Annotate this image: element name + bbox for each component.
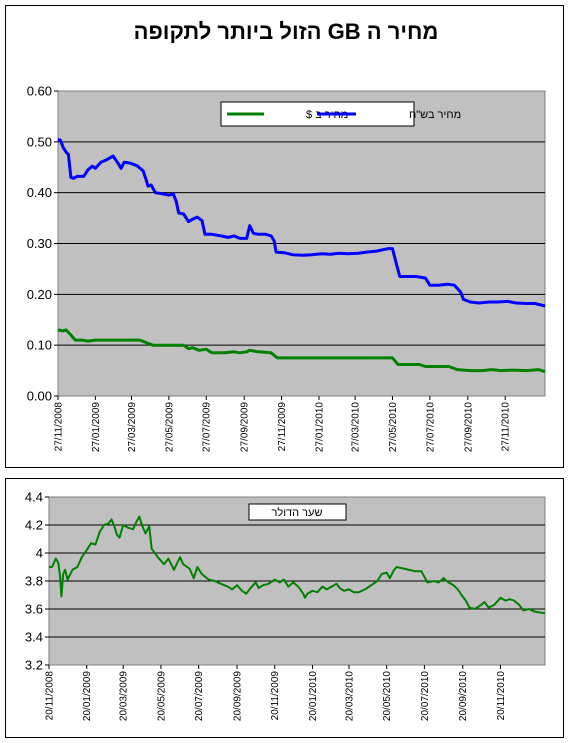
x-tick-label: 20/11/2010	[496, 671, 507, 721]
legend-label-nis: מחיר בש"ח	[409, 109, 461, 121]
x-axis-ticks: 27/11/2008 27/01/2009 27/03/2009 27/05/2009…	[54, 396, 512, 452]
series-lines	[57, 137, 546, 374]
x-tick-label: 27/05/2009	[164, 402, 175, 452]
price-chart-panel: מחיר ה GB הזול ביותר לתקופה 0.00 0.10 0.20…	[5, 5, 564, 468]
y-tick-label: 3.2	[25, 658, 43, 673]
y-tick-label: 0.20	[27, 287, 52, 302]
y-tick-label: 0.60	[27, 84, 52, 99]
legend-box	[248, 503, 347, 521]
x-tick-label: 20/09/2009	[233, 671, 244, 721]
series-lines	[49, 515, 546, 615]
x-tick-label: 27/11/2009	[277, 402, 288, 452]
price-chart: מחיר ה GB הזול ביותר לתקופה 0.00 0.10 0.20…	[27, 19, 546, 452]
x-tick-label: 20/11/2009	[270, 671, 281, 721]
y-tick-label: 0.40	[27, 185, 52, 200]
x-tick-label: 27/11/2010	[501, 402, 512, 452]
y-tick-label: 0.00	[27, 389, 52, 404]
x-tick-label: 20/03/2009	[119, 671, 130, 721]
y-axis-ticks: 3.2 3.4 3.6 3.8 4 4.2 4.4	[25, 490, 49, 673]
x-tick-label: 27/03/2010	[351, 402, 362, 452]
y-tick-label: 3.8	[25, 574, 43, 589]
exchange-rate-panel: 3.2 3.4 3.6 3.8 4 4.2 4.4 20/11/2008 20/01/2009…	[5, 478, 564, 738]
series-line-1	[57, 328, 546, 374]
legend-label-usd-rate: שער הדולר	[272, 506, 323, 519]
y-tick-label: 3.6	[25, 602, 43, 617]
y-tick-label: 4.2	[25, 518, 43, 533]
y-tick-label: 3.4	[25, 630, 43, 645]
y-tick-label: 0.50	[27, 134, 52, 149]
x-tick-label: 27/07/2009	[202, 402, 213, 452]
gridlines	[58, 141, 545, 346]
y-tick-label: 4.4	[25, 490, 43, 505]
y-tick-label: 0.30	[27, 236, 52, 251]
x-tick-label: 20/07/2010	[420, 671, 431, 721]
x-tick-label: 20/05/2009	[156, 671, 167, 721]
series-line-0	[57, 137, 546, 308]
chart-title: מחיר ה GB הזול ביותר לתקופה	[134, 19, 439, 44]
x-tick-label: 20/01/2010	[308, 671, 319, 721]
x-tick-label: 27/09/2010	[463, 402, 474, 452]
x-tick-label: 27/03/2009	[127, 402, 138, 452]
legend: שער הדולר	[248, 503, 347, 521]
x-tick-label: 27/09/2009	[240, 402, 251, 452]
y-tick-label: 0.10	[27, 338, 52, 353]
y-tick-label: 4	[36, 546, 43, 561]
x-tick-label: 27/05/2010	[388, 402, 399, 452]
exchange-rate-chart: 3.2 3.4 3.6 3.8 4 4.2 4.4 20/11/2008 20/01/2009…	[25, 490, 546, 721]
x-tick-label: 27/07/2010	[425, 402, 436, 452]
series-line-0	[49, 515, 546, 615]
x-tick-label: 20/09/2010	[458, 671, 469, 721]
legend: מחיר ב $ מחיר בש"ח	[220, 101, 461, 127]
gridlines	[49, 524, 545, 638]
x-axis-ticks: 20/11/2008 20/01/2009 20/03/2009 20/05/2009…	[45, 665, 507, 721]
x-tick-label: 20/11/2008	[45, 671, 56, 721]
x-tick-label: 20/01/2009	[82, 671, 93, 721]
x-tick-label: 27/11/2008	[54, 402, 65, 452]
x-tick-label: 20/05/2010	[382, 671, 393, 721]
y-axis-ticks: 0.00 0.10 0.20 0.30 0.40 0.50 0.60	[27, 84, 58, 404]
x-tick-label: 27/01/2010	[314, 402, 325, 452]
x-tick-label: 20/07/2009	[194, 671, 205, 721]
x-tick-label: 27/01/2009	[91, 402, 102, 452]
x-tick-label: 20/03/2010	[344, 671, 355, 721]
